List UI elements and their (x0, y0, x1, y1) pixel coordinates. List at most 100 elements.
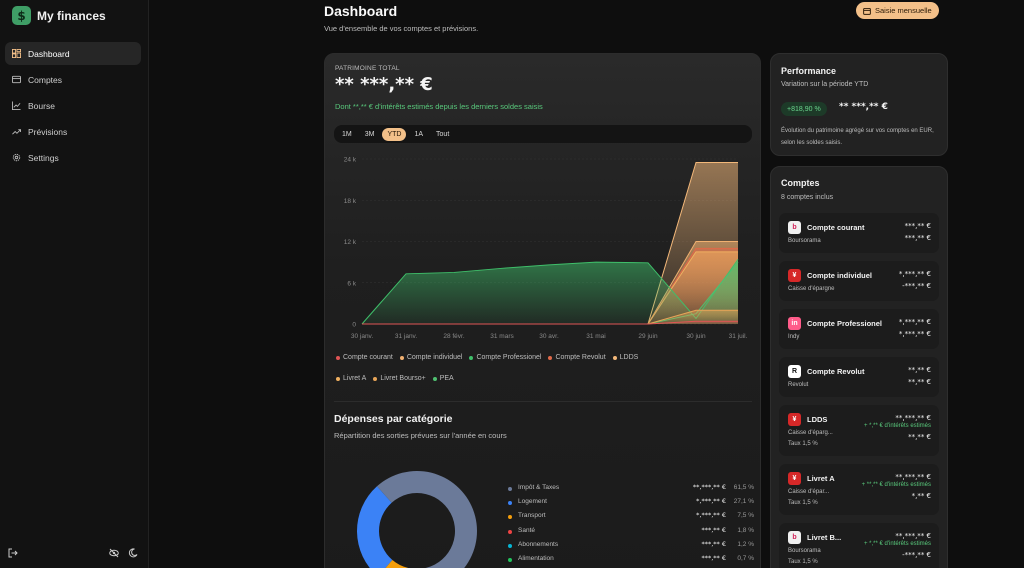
range-1m[interactable]: 1M (342, 130, 352, 138)
account-balance: **,***,** € (895, 473, 931, 481)
category-name: Transport (518, 512, 546, 520)
range-ytd[interactable]: YTD (382, 127, 407, 141)
legend-item[interactable]: LDDS (612, 354, 639, 361)
range-3m[interactable]: 3M (364, 130, 375, 138)
account-bank: Revolut (788, 382, 809, 388)
account-name: LDDS (807, 415, 828, 424)
legend-item[interactable]: Livret Bourso+ (373, 375, 426, 382)
sidebar-item-label: Dashboard (28, 48, 70, 59)
account-item[interactable]: b Compte courant Boursorama ***,** € ***,** … (779, 213, 939, 253)
account-variation: **,** € (908, 378, 931, 386)
app-logo: $ (12, 6, 31, 25)
legend-item[interactable]: Compte individuel (399, 354, 462, 361)
legend-label: LDDS (619, 354, 639, 361)
account-bank: Boursorama (788, 238, 821, 244)
saisie-mensuelle-button[interactable]: Saisie mensuelle (856, 2, 939, 19)
sidebar-item-comptes[interactable]: Comptes (5, 68, 141, 91)
account-variation: **,** € (908, 433, 931, 441)
account-item[interactable]: in Compte Professionel Indy *,***,** € *,***… (779, 309, 939, 349)
eye-off-icon[interactable] (109, 548, 119, 558)
x-tick-label: 30 janv. (351, 333, 373, 340)
legend-label: Compte Professionel (476, 354, 542, 361)
category-amount: ***,** € (701, 553, 726, 562)
legend-label: Livret Bourso+ (380, 375, 426, 382)
category-dot (508, 529, 512, 534)
brand[interactable]: $ My finances (12, 6, 106, 25)
account-bank: Caisse d'épargne (788, 286, 835, 292)
sidebar-item-label: Settings (28, 152, 59, 163)
legend-label: Compte Revolut (555, 354, 606, 361)
y-tick-label: 24 k (344, 157, 357, 164)
logout-icon[interactable] (8, 548, 18, 558)
category-name: Impôt & Taxes (518, 484, 560, 491)
sidebar-item-label: Bourse (28, 100, 55, 111)
account-balance: *,***,** € (898, 318, 931, 326)
sidebar-item-bourse[interactable]: Bourse (5, 94, 141, 117)
category-dot (508, 501, 512, 506)
category-row: Abonnements ***,** € 1,2 % (508, 540, 754, 554)
moon-icon[interactable] (128, 548, 138, 558)
sidebar-item-dashboard[interactable]: Dashboard (5, 42, 141, 65)
y-tick-label: 18 k (344, 198, 357, 205)
category-dot (508, 543, 512, 548)
x-tick-label: 31 mai (586, 333, 606, 340)
chart-legend: Compte courant Compte individuel Compte Pr… (336, 354, 756, 396)
category-row: Impôt & Taxes **,***,** € 61,5 % (508, 483, 754, 497)
x-tick-label: 31 janv. (395, 333, 417, 340)
legend-dot (336, 376, 340, 381)
calendar-icon (863, 7, 871, 15)
comptes-subtitle: 8 comptes inclus (781, 194, 834, 201)
category-dot (508, 487, 512, 491)
account-interest: + *,** € d'intérêts estimés (863, 423, 931, 429)
gear-icon (12, 153, 21, 162)
legend-dot (399, 355, 404, 360)
account-name: Compte Professionel (807, 319, 883, 328)
x-tick-label: 31 mars (490, 333, 514, 340)
account-variation: -***,** € (902, 551, 931, 559)
page-title: Dashboard (324, 3, 398, 19)
account-interest: + **,** € d'intérêts estimés (861, 482, 931, 488)
range-selector: 1M 3M YTD 1A Tout (334, 125, 752, 143)
depenses-subtitle: Répartition des sorties prévues sur l'an… (334, 431, 507, 440)
account-balance: **,** € (908, 366, 931, 374)
account-interest: + *,** € d'intérêts estimés (863, 541, 931, 547)
account-item[interactable]: ¥ Livret A Caisse d'épar... **,***,** € Taux… (779, 464, 939, 515)
series-line (361, 259, 739, 325)
app-name: My finances (37, 8, 106, 23)
trend-icon (12, 129, 21, 135)
sidebar-item-previsions[interactable]: Prévisions (5, 120, 141, 143)
account-name: Compte Revolut (807, 367, 865, 376)
legend-row: Livret A Livret Bourso+ PEA (336, 375, 756, 382)
performance-title: Performance (781, 66, 837, 76)
category-name: Santé (518, 526, 535, 534)
account-item[interactable]: ¥ Compte individuel Caisse d'épargne *,***,… (779, 261, 939, 301)
account-item[interactable]: R Compte Revolut Revolut **,** € **,** € (779, 357, 939, 397)
y-tick-label: 0 (352, 322, 356, 329)
legend-item[interactable]: Livret A (336, 375, 366, 382)
account-item[interactable]: ¥ LDDS Caisse d'éparg... **,***,** € Taux 1,… (779, 405, 939, 456)
main-content: Dashboard Vue d'ensemble de vos comptes … (149, 0, 1024, 568)
sidebar-item-settings[interactable]: Settings (5, 146, 141, 169)
legend-item[interactable]: Compte Revolut (548, 354, 606, 361)
caisse-epargne-icon: ¥ (788, 472, 801, 485)
legend-item[interactable]: PEA (432, 375, 454, 382)
legend-item[interactable]: Compte courant (336, 354, 393, 361)
category-amount: *,***,** € (696, 511, 726, 520)
category-dot (508, 557, 512, 562)
category-name: Abonnements (518, 540, 559, 548)
category-name: Alimentation (518, 554, 554, 562)
range-1a[interactable]: 1A (414, 130, 424, 138)
patrimoine-card: PATRIMOINE TOTAL ** ***,** € Dont **,** … (324, 53, 761, 568)
category-amount: ***,** € (701, 539, 726, 548)
donut-slice[interactable] (357, 486, 393, 568)
legend-label: Livret A (343, 375, 367, 382)
patrimoine-chart: 0 6 k 12 k 18 k 24 k 30 janv. 31 janv. 28 févr.… (334, 153, 754, 345)
donut-slice[interactable] (376, 471, 477, 568)
donut-slice[interactable] (378, 559, 409, 568)
legend-item[interactable]: Compte Professionel (469, 354, 541, 361)
range-tout[interactable]: Tout (436, 130, 450, 138)
account-item[interactable]: b Livret B... Boursorama **,***,** € Taux 1,… (779, 523, 939, 568)
performance-card: Performance Variation sur la période YTD… (770, 53, 948, 156)
x-tick-label: 30 juin (686, 333, 706, 340)
series-line (362, 320, 738, 325)
